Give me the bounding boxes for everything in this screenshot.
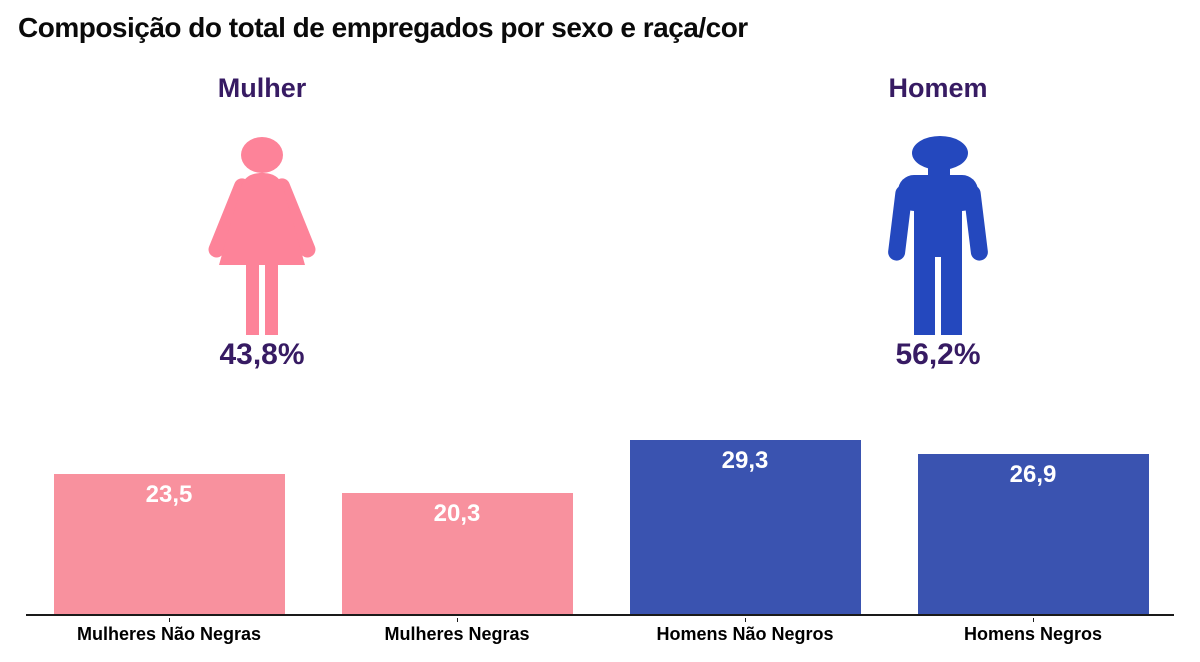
female-icon (208, 137, 316, 335)
chart-bar: 20,3 (341, 493, 573, 614)
bar-value-label: 29,3 (721, 447, 769, 474)
axis-tick (457, 618, 458, 622)
female-percentage: 43,8% (219, 338, 305, 371)
bar-category-label: Homens Negros (963, 624, 1103, 644)
bar-value-label: 23,5 (145, 481, 193, 508)
male-label: Homem (888, 73, 988, 103)
bar-value-label: 20,3 (433, 500, 481, 527)
male-icon (888, 136, 988, 335)
axis-tick (169, 618, 170, 622)
chart-bar: 26,9 (917, 454, 1149, 614)
chart-title: Composição do total de empregados por se… (18, 12, 748, 43)
chart-bar: 29,3 (629, 440, 861, 614)
male-percentage: 56,2% (895, 338, 981, 371)
female-label: Mulher (217, 73, 307, 103)
bar-category-label: Homens Não Negros (656, 624, 834, 644)
bar-chart: 23,5 Mulheres Não Negras 20,3 Mulheres Negr… (26, 430, 1174, 644)
axis-tick (1033, 618, 1034, 622)
axis-tick (745, 618, 746, 622)
bar-value-label: 26,9 (1009, 461, 1057, 488)
male-summary-panel: Homem 56,2% (836, 72, 1040, 372)
bar-category-label: Mulheres Negras (384, 624, 530, 644)
bar-category-label: Mulheres Não Negras (76, 624, 262, 644)
chart-bar: 23,5 (53, 474, 285, 614)
female-summary-panel: Mulher 43,8% (160, 72, 364, 372)
